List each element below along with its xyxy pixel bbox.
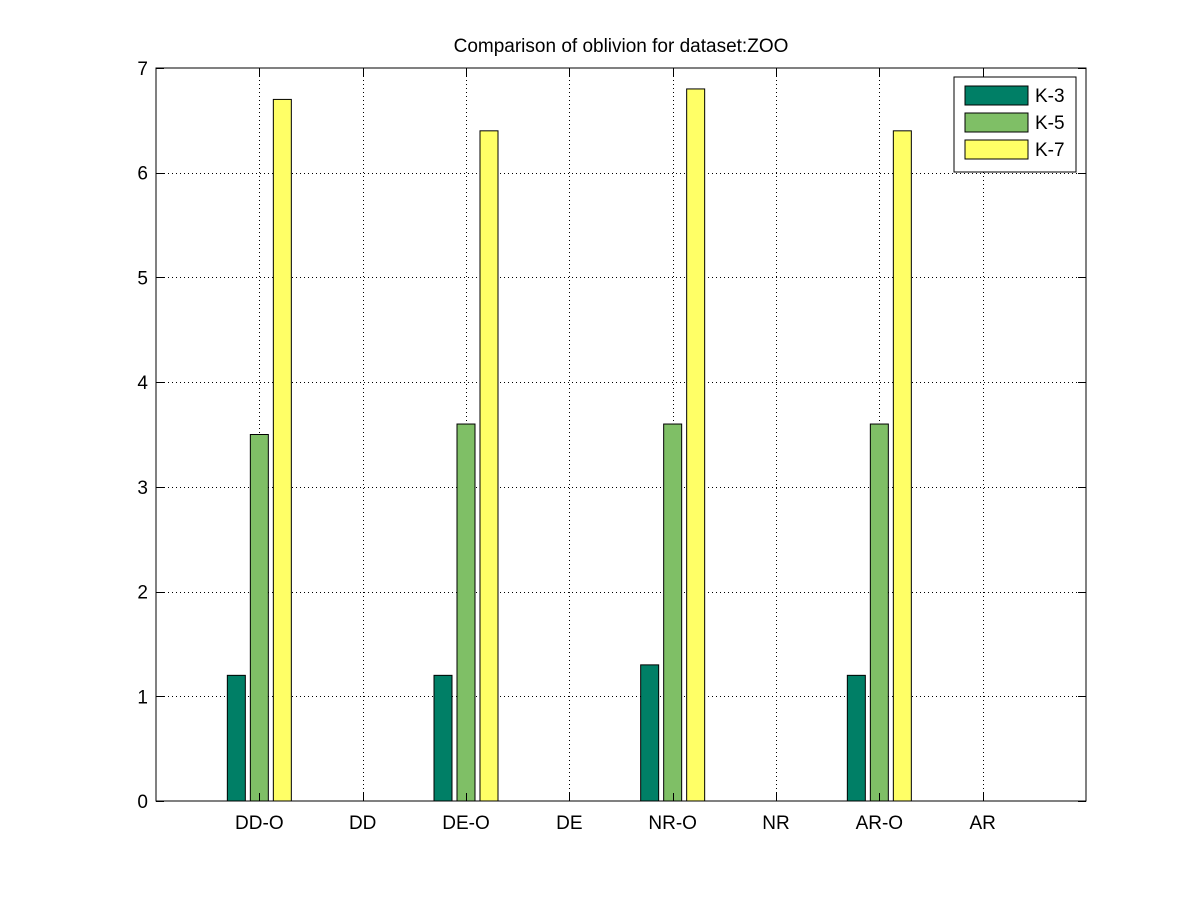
grid [156,68,1086,801]
bar-k-3-nr-o [640,664,660,802]
x-tick-label: DD [349,813,376,834]
bar-k-7-nr-o [686,88,706,802]
bar-k-3-de-o [433,674,453,802]
y-tick-label: 1 [137,687,148,708]
bar-k-5-ar-o [869,423,889,802]
plot-area [156,68,1086,801]
legend-swatch-k-5 [964,112,1029,133]
legend-swatch-k-7 [964,139,1029,160]
x-tick-label: AR [969,813,995,834]
x-tick-labels: DD-O DD DE-O DE NR-O NR AR-O AR [235,813,996,834]
x-tick-label: AR-O [856,813,904,834]
legend-label-k-7: K-7 [1035,140,1065,161]
bar-k-5-nr-o [663,423,683,802]
legend-swatch-k-3 [964,85,1029,106]
x-tick-label: NR-O [648,813,697,834]
x-tick-label: DD-O [235,813,284,834]
tick-marks [156,68,1086,802]
x-tick-label: DE-O [442,813,490,834]
bar-k-5-dd-o [249,434,269,802]
legend-label-k-5: K-5 [1035,113,1065,134]
y-tick-label: 4 [137,373,148,394]
y-tick-label: 7 [137,59,148,80]
x-tick-label: NR [762,813,789,834]
bar-k-7-dd-o [272,98,292,802]
axes-frame [155,67,1087,802]
legend: K-3 K-5 K-7 [953,76,1077,173]
y-tick-labels: 0 1 2 3 4 5 6 7 [137,59,148,813]
x-tick-label: DE [556,813,582,834]
bar-k-7-ar-o [892,130,912,802]
bar-k-3-dd-o [226,674,246,802]
bar-k-5-de-o [456,423,476,802]
y-tick-label: 3 [137,478,148,499]
chart-title: Comparison of oblivion for dataset:ZOO [454,36,789,57]
legend-label-k-3: K-3 [1035,86,1065,107]
y-tick-label: 2 [137,583,148,604]
y-tick-label: 6 [137,164,148,185]
bar-k-7-de-o [479,130,499,802]
y-tick-label: 0 [137,792,148,813]
y-tick-label: 5 [137,268,148,289]
bar-k-3-ar-o [846,674,866,802]
